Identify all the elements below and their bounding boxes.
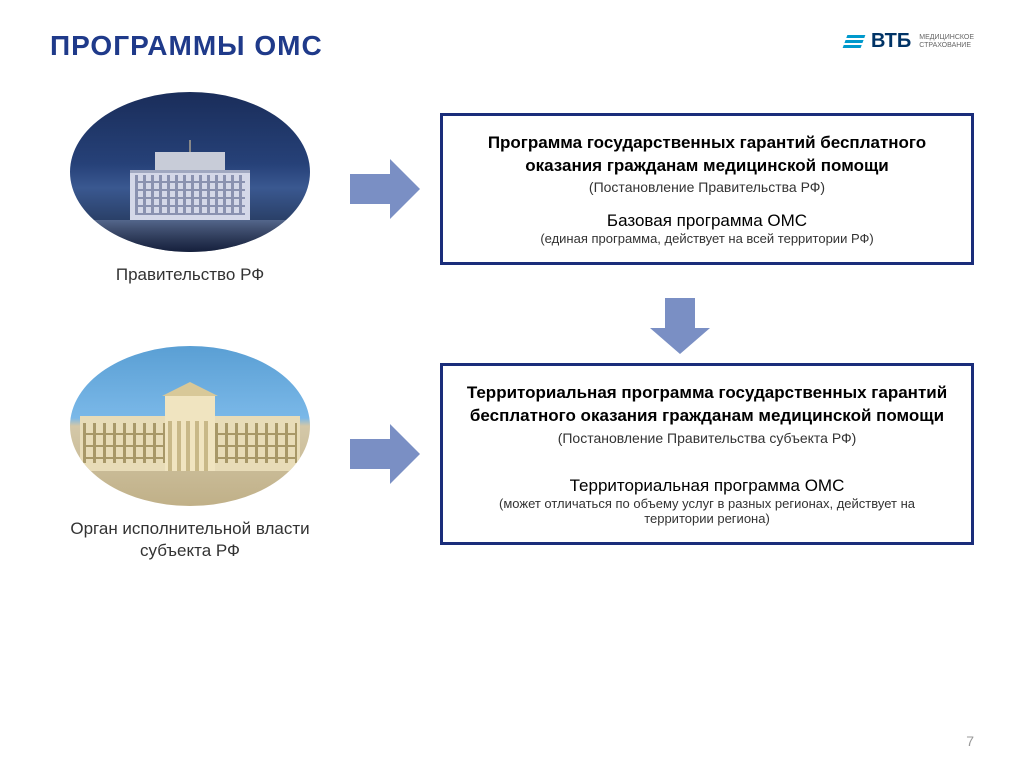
logo: ВТБ МЕДИЦИНСКОЕ СТРАХОВАНИЕ [845,30,974,53]
box1-sub: (Постановление Правительства РФ) [463,179,951,195]
box1-mid: Базовая программа ОМС [463,211,951,231]
caption-federal: Правительство РФ [116,264,264,286]
page-number: 7 [966,733,974,749]
box-territorial-program: Территориальная программа государственны… [440,363,974,545]
box1-title: Программа государственных гарантий беспл… [463,132,951,178]
box2-mid: Территориальная программа ОМС [463,476,951,496]
page-title: ПРОГРАММЫ ОМС [50,30,323,62]
row-regional: Орган исполнительной власти субъекта РФ … [50,346,974,562]
arrow-right-icon [350,424,420,484]
arrow-down-icon [650,298,710,354]
box2-sub: (Постановление Правительства субъекта РФ… [463,430,951,446]
arrow-right-icon [350,159,420,219]
caption-regional: Орган исполнительной власти субъекта РФ [50,518,330,562]
logo-brand: ВТБ [871,30,911,53]
box-federal-program: Программа государственных гарантий беспл… [440,113,974,266]
image-regional-building [70,346,310,506]
box2-mid-sub: (может отличаться по объему услуг в разн… [463,496,951,526]
box2-title: Территориальная программа государственны… [463,382,951,428]
row-federal: Правительство РФ Программа государственн… [50,92,974,286]
logo-subtitle: МЕДИЦИНСКОЕ СТРАХОВАНИЕ [919,34,974,49]
logo-stripes-icon [843,35,866,48]
box1-mid-sub: (единая программа, действует на всей тер… [463,231,951,246]
image-government-building [70,92,310,252]
